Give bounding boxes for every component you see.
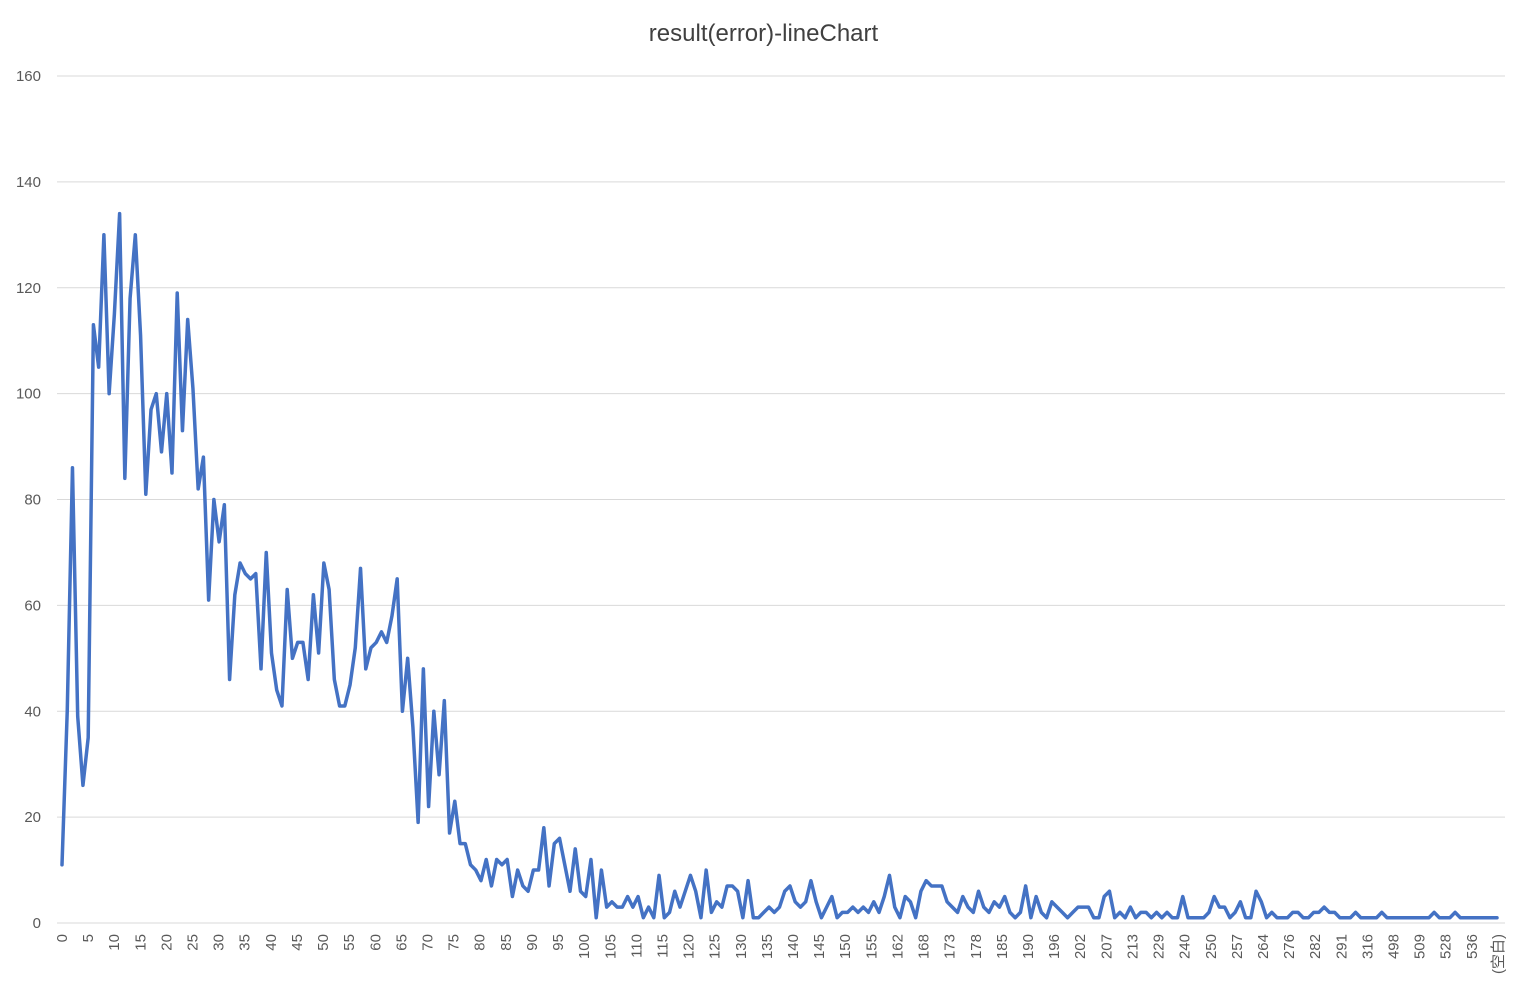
x-tick-label: 50: [315, 934, 332, 951]
x-tick-label: 135: [759, 934, 776, 959]
x-tick-label: 90: [524, 934, 541, 951]
x-tick-label: 190: [1020, 934, 1037, 959]
x-tick-label: 207: [1098, 934, 1115, 959]
x-tick-label: 85: [498, 934, 515, 951]
x-tick-label: 65: [393, 934, 410, 951]
x-tick-label: 257: [1229, 934, 1246, 959]
x-tick-label: 30: [211, 934, 228, 951]
x-tick-label: 10: [106, 934, 123, 951]
x-tick-label: 125: [707, 934, 724, 959]
x-tick-label: (空白): [1490, 934, 1507, 974]
x-tick-label: 70: [419, 934, 436, 951]
x-tick-label: 15: [132, 934, 149, 951]
x-tick-label: 145: [811, 934, 828, 959]
y-tick-label: 100: [16, 386, 41, 403]
x-tick-label: 120: [681, 934, 698, 959]
x-tick-label: 185: [994, 934, 1011, 959]
x-tick-label: 80: [472, 934, 489, 951]
gridlines: [57, 75, 1505, 924]
series-layer: [60, 211, 1499, 920]
x-tick-label: 140: [785, 934, 802, 959]
chart-title: result(error)-lineChart: [648, 20, 879, 47]
x-tick-label: 213: [1124, 934, 1141, 959]
x-tick-label: 162: [889, 934, 906, 959]
x-tick-label: 282: [1307, 934, 1324, 959]
x-tick-label: 250: [1203, 934, 1220, 959]
x-tick-label: 173: [942, 934, 959, 959]
x-tick-label: 75: [446, 934, 463, 951]
x-tick-label: 100: [576, 934, 593, 959]
x-tick-label: 155: [863, 934, 880, 959]
x-tick-label: 45: [289, 934, 306, 951]
x-tick-label: 168: [916, 934, 933, 959]
x-tick-label: 536: [1464, 934, 1481, 959]
x-tick-label: 20: [158, 934, 175, 951]
x-tick-label: 40: [263, 934, 280, 951]
y-tick-label: 80: [24, 492, 41, 509]
x-tick-label: 110: [628, 934, 645, 958]
x-tick-label: 291: [1333, 934, 1350, 959]
y-axis-tick-labels: 0 20 40 60 80 100 120 140 160: [16, 68, 41, 932]
x-tick-label: 25: [185, 934, 202, 951]
x-tick-label: 130: [733, 934, 750, 959]
x-tick-label: 35: [237, 934, 254, 951]
x-axis-tick-labels: 0 5 10 15 20 25 30 35 40 45 50 55 60 65 70 75 80 85 90 95 10…: [54, 934, 1507, 974]
x-tick-label: 60: [367, 934, 384, 951]
y-tick-label: 20: [24, 809, 41, 826]
x-tick-label: 196: [1046, 934, 1063, 959]
x-tick-label: 276: [1281, 934, 1298, 959]
y-tick-label: 140: [16, 174, 41, 191]
x-tick-label: 150: [837, 934, 854, 959]
x-tick-label: 509: [1412, 934, 1429, 959]
y-tick-label: 40: [24, 703, 41, 720]
y-tick-label: 160: [16, 68, 41, 85]
x-tick-label: 528: [1438, 934, 1455, 959]
x-tick-label: 316: [1359, 934, 1376, 959]
x-tick-label: 240: [1177, 934, 1194, 959]
x-tick-label: 264: [1255, 934, 1272, 959]
x-tick-label: 498: [1386, 934, 1403, 959]
series-line: [60, 211, 1499, 920]
x-tick-label: 115: [654, 934, 671, 958]
y-tick-label: 60: [24, 597, 41, 614]
x-tick-label: 5: [80, 934, 97, 942]
x-tick-label: 105: [602, 934, 619, 959]
x-tick-label: 178: [968, 934, 985, 959]
x-tick-label: 0: [54, 934, 71, 942]
x-tick-label: 55: [341, 934, 358, 951]
x-tick-label: 229: [1151, 934, 1168, 959]
y-tick-label: 0: [33, 915, 41, 932]
x-tick-label: 202: [1072, 934, 1089, 959]
x-tick-label: 95: [550, 934, 567, 951]
y-tick-label: 120: [16, 280, 41, 297]
